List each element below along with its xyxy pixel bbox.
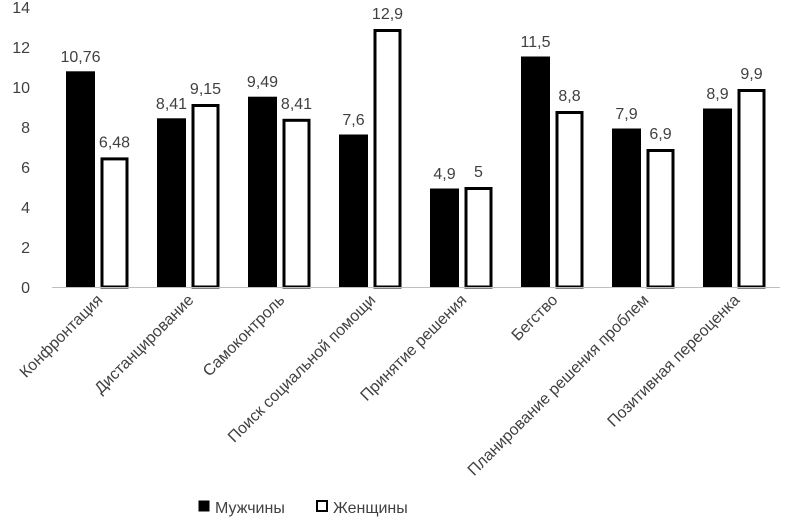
bar-women bbox=[464, 187, 493, 289]
data-label-men: 7,6 bbox=[342, 112, 364, 129]
data-label-men: 8,9 bbox=[706, 86, 728, 103]
category-label: Планирование решения проблем bbox=[465, 292, 653, 480]
y-axis-ticks: 0 2 4 6 8 10 12 14 bbox=[12, 0, 30, 297]
category-label: Конфронтация bbox=[17, 292, 107, 382]
bar-men bbox=[66, 71, 95, 288]
legend-swatch-women bbox=[316, 500, 328, 512]
category-label: Дистанцирование bbox=[92, 292, 198, 398]
category-label: Бегство bbox=[509, 292, 562, 345]
data-labels: 10,766,488,419,15 9,498,417,612,94,9 511,5… bbox=[60, 6, 762, 183]
bar-women bbox=[373, 29, 402, 289]
data-label-women: 9,9 bbox=[740, 66, 762, 83]
bar-women bbox=[555, 111, 584, 289]
data-label-men: 10,76 bbox=[60, 49, 100, 66]
data-label-women: 6,9 bbox=[649, 126, 671, 143]
y-tick-label: 14 bbox=[12, 0, 30, 17]
bar-women bbox=[100, 157, 129, 289]
bar-men bbox=[339, 134, 368, 288]
legend-label-women: Женщины bbox=[333, 500, 408, 517]
bar-women bbox=[282, 118, 311, 289]
y-tick-label: 10 bbox=[12, 80, 30, 97]
category-label: Поиск социальной помощи bbox=[225, 292, 379, 446]
data-label-men: 9,49 bbox=[247, 74, 278, 91]
bar-men bbox=[521, 56, 550, 288]
bars bbox=[66, 29, 766, 289]
bar-men bbox=[157, 118, 186, 288]
y-tick-label: 4 bbox=[21, 200, 30, 217]
data-label-men: 4,9 bbox=[433, 166, 455, 183]
category-label: Самоконтроль bbox=[200, 292, 288, 380]
data-label-women: 6,48 bbox=[99, 134, 130, 151]
bar-men bbox=[703, 108, 732, 288]
data-label-women: 8,41 bbox=[281, 96, 312, 113]
bar-women bbox=[737, 89, 766, 289]
legend-swatch-men bbox=[198, 500, 210, 512]
data-label-women: 9,15 bbox=[190, 81, 221, 98]
bar-women bbox=[646, 149, 675, 289]
bar-men bbox=[430, 188, 459, 288]
bar-men bbox=[248, 96, 277, 288]
data-label-women: 5 bbox=[474, 164, 483, 181]
legend: Мужчины Женщины bbox=[198, 500, 408, 517]
y-tick-label: 12 bbox=[12, 40, 30, 57]
y-tick-label: 8 bbox=[21, 120, 30, 137]
y-tick-label: 0 bbox=[21, 280, 30, 297]
data-label-men: 8,41 bbox=[156, 96, 187, 113]
data-label-women: 8,8 bbox=[558, 88, 580, 105]
bar-men bbox=[612, 128, 641, 288]
data-label-women: 12,9 bbox=[372, 6, 403, 23]
y-tick-label: 2 bbox=[21, 240, 30, 257]
data-label-men: 7,9 bbox=[615, 106, 637, 123]
category-label: Принятие решения bbox=[358, 292, 471, 405]
y-tick-label: 6 bbox=[21, 160, 30, 177]
data-label-men: 11,5 bbox=[521, 34, 551, 51]
legend-label-men: Мужчины bbox=[215, 500, 285, 517]
bar-women bbox=[191, 104, 220, 289]
